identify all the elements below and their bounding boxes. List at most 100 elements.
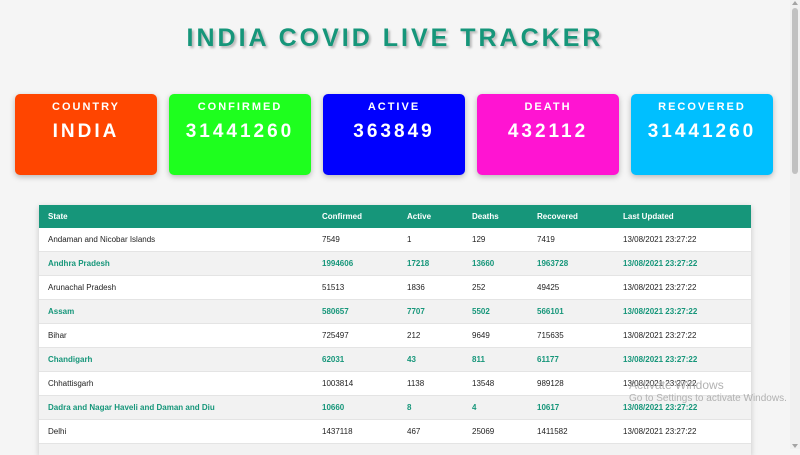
cell-confirmed — [313, 444, 398, 455]
cell-active: 1 — [398, 228, 463, 252]
scrollbar-thumb[interactable] — [792, 8, 798, 174]
cell-confirmed: 62031 — [313, 348, 398, 372]
cell-recovered: 1411582 — [528, 420, 614, 444]
scroll-up-arrow-icon[interactable] — [792, 1, 798, 5]
country-card-label: COUNTRY — [15, 101, 157, 113]
scroll-down-arrow-icon[interactable] — [792, 444, 798, 448]
cell-confirmed: 51513 — [313, 276, 398, 300]
column-header-recovered: Recovered — [528, 205, 614, 228]
column-header-confirmed: Confirmed — [313, 205, 398, 228]
cell-active: 43 — [398, 348, 463, 372]
column-header-state: State — [39, 205, 313, 228]
recovered-card-value: 31441260 — [631, 121, 773, 143]
cell-state: Chhattisgarh — [39, 372, 313, 396]
table-header-row: State Confirmed Active Deaths Recovered … — [39, 205, 751, 228]
table-row: Bihar 725497 212 9649 715635 13/08/2021 … — [39, 324, 751, 348]
cell-deaths — [463, 444, 528, 455]
cell-recovered — [528, 444, 614, 455]
cell-state: Andaman and Nicobar Islands — [39, 228, 313, 252]
cell-recovered: 989128 — [528, 372, 614, 396]
cell-recovered: 715635 — [528, 324, 614, 348]
table-row — [39, 444, 751, 455]
cell-state — [39, 444, 313, 455]
death-card-value: 432112 — [477, 121, 619, 143]
table-row: Delhi 1437118 467 25069 1411582 13/08/20… — [39, 420, 751, 444]
cell-deaths: 13660 — [463, 252, 528, 276]
table-row: Andhra Pradesh 1994606 17218 13660 19637… — [39, 252, 751, 276]
country-card: COUNTRY INDIA — [15, 94, 157, 175]
cell-active: 212 — [398, 324, 463, 348]
cell-confirmed: 7549 — [313, 228, 398, 252]
active-card-label: ACTIVE — [323, 101, 465, 113]
cell-last-updated: 13/08/2021 23:27:22 — [614, 276, 751, 300]
table-row: Chhattisgarh 1003814 1138 13548 989128 1… — [39, 372, 751, 396]
cell-state: Chandigarh — [39, 348, 313, 372]
cell-active: 467 — [398, 420, 463, 444]
stats-cards: COUNTRY INDIA CONFIRMED 31441260 ACTIVE … — [0, 94, 790, 176]
cell-state: Bihar — [39, 324, 313, 348]
cell-last-updated: 13/08/2021 23:27:22 — [614, 420, 751, 444]
cell-deaths: 4 — [463, 396, 528, 420]
states-table-container: State Confirmed Active Deaths Recovered … — [39, 205, 751, 455]
recovered-card: RECOVERED 31441260 — [631, 94, 773, 175]
cell-state: Andhra Pradesh — [39, 252, 313, 276]
cell-last-updated: 13/08/2021 23:27:22 — [614, 372, 751, 396]
cell-recovered: 1963728 — [528, 252, 614, 276]
page-scrollbar[interactable] — [790, 0, 800, 449]
confirmed-card-value: 31441260 — [169, 121, 311, 143]
cell-deaths: 9649 — [463, 324, 528, 348]
cell-confirmed: 1003814 — [313, 372, 398, 396]
cell-last-updated: 13/08/2021 23:27:22 — [614, 252, 751, 276]
cell-deaths: 13548 — [463, 372, 528, 396]
cell-last-updated: 13/08/2021 23:27:22 — [614, 228, 751, 252]
column-header-active: Active — [398, 205, 463, 228]
cell-deaths: 811 — [463, 348, 528, 372]
cell-recovered: 49425 — [528, 276, 614, 300]
cell-state: Arunachal Pradesh — [39, 276, 313, 300]
cell-confirmed: 725497 — [313, 324, 398, 348]
cell-confirmed: 580657 — [313, 300, 398, 324]
death-card-label: DEATH — [477, 101, 619, 113]
cell-active: 1836 — [398, 276, 463, 300]
cell-active: 17218 — [398, 252, 463, 276]
cell-deaths: 129 — [463, 228, 528, 252]
cell-recovered: 566101 — [528, 300, 614, 324]
cell-active — [398, 444, 463, 455]
table-row: Chandigarh 62031 43 811 61177 13/08/2021… — [39, 348, 751, 372]
active-card-value: 363849 — [323, 121, 465, 143]
active-card: ACTIVE 363849 — [323, 94, 465, 175]
table-row: Dadra and Nagar Haveli and Daman and Diu… — [39, 396, 751, 420]
cell-state: Assam — [39, 300, 313, 324]
table-row: Andaman and Nicobar Islands 7549 1 129 7… — [39, 228, 751, 252]
column-header-last-updated: Last Updated — [614, 205, 751, 228]
column-header-deaths: Deaths — [463, 205, 528, 228]
confirmed-card-label: CONFIRMED — [169, 101, 311, 113]
table-row: Arunachal Pradesh 51513 1836 252 49425 1… — [39, 276, 751, 300]
cell-active: 1138 — [398, 372, 463, 396]
cell-deaths: 252 — [463, 276, 528, 300]
states-table: State Confirmed Active Deaths Recovered … — [39, 205, 751, 455]
cell-last-updated: 13/08/2021 23:27:22 — [614, 348, 751, 372]
cell-last-updated: 13/08/2021 23:27:22 — [614, 324, 751, 348]
death-card: DEATH 432112 — [477, 94, 619, 175]
cell-confirmed: 10660 — [313, 396, 398, 420]
country-card-value: INDIA — [15, 121, 157, 143]
cell-state: Delhi — [39, 420, 313, 444]
table-row: Assam 580657 7707 5502 566101 13/08/2021… — [39, 300, 751, 324]
cell-active: 7707 — [398, 300, 463, 324]
cell-last-updated: 13/08/2021 23:27:22 — [614, 300, 751, 324]
cell-last-updated: 13/08/2021 23:27:22 — [614, 396, 751, 420]
cell-recovered: 7419 — [528, 228, 614, 252]
cell-state: Dadra and Nagar Haveli and Daman and Diu — [39, 396, 313, 420]
cell-confirmed: 1437118 — [313, 420, 398, 444]
cell-last-updated — [614, 444, 751, 455]
cell-deaths: 5502 — [463, 300, 528, 324]
cell-deaths: 25069 — [463, 420, 528, 444]
confirmed-card: CONFIRMED 31441260 — [169, 94, 311, 175]
page-title: INDIA COVID LIVE TRACKER — [0, 24, 790, 53]
recovered-card-label: RECOVERED — [631, 101, 773, 113]
cell-confirmed: 1994606 — [313, 252, 398, 276]
cell-active: 8 — [398, 396, 463, 420]
cell-recovered: 61177 — [528, 348, 614, 372]
cell-recovered: 10617 — [528, 396, 614, 420]
